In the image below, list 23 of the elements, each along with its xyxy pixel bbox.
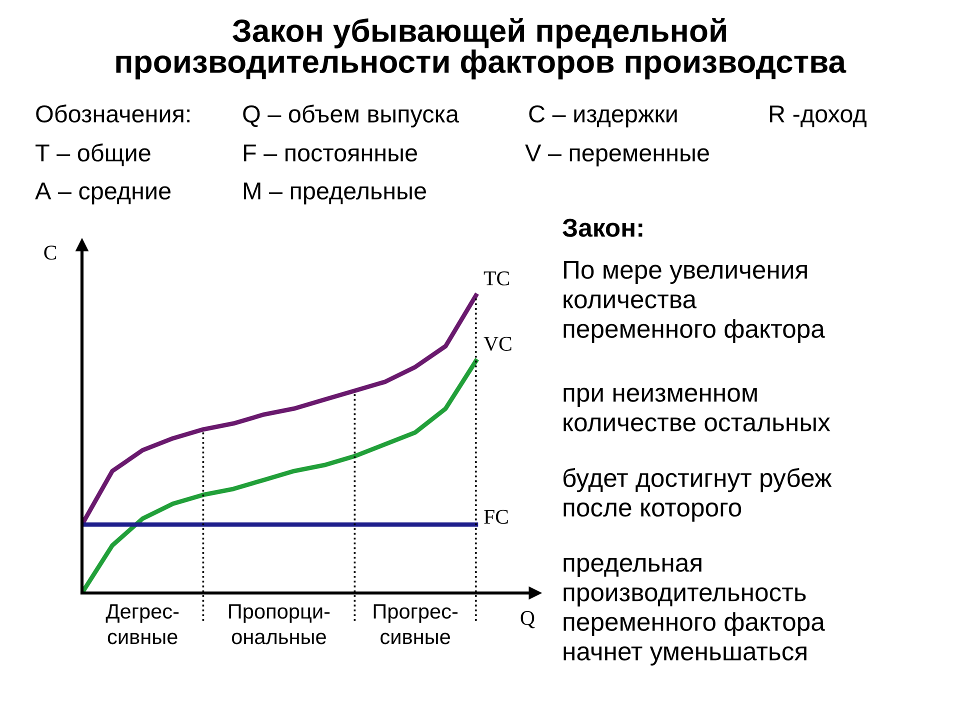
text: Обозначения: <box>36 104 190 123</box>
chart-title: Закон убывающей предельной производительности факторов производства <box>116 18 846 80</box>
text: М – предельные <box>244 182 426 204</box>
text: F – постоянные <box>244 144 417 162</box>
text: Пропорци- ональные <box>229 604 330 644</box>
text: С – издержки <box>529 105 677 128</box>
text: Прогрес- сивные <box>374 604 458 644</box>
text: при неизменном количестве остальных <box>564 388 830 432</box>
y-axis-title: C <box>44 246 56 260</box>
series-label: TC <box>484 271 509 286</box>
text: Т – общие <box>36 143 150 166</box>
series-label: VC <box>484 336 512 351</box>
series-label: FC <box>484 510 508 524</box>
text: А – средние <box>35 182 170 204</box>
x-axis-title: Q <box>520 611 535 628</box>
text: R -доход <box>770 106 866 128</box>
text: Закон: <box>562 218 642 237</box>
text: Q – объем выпуска <box>243 104 459 128</box>
text: V – переменные <box>525 144 709 166</box>
text: будет достигнут рубеж после которого <box>564 468 832 522</box>
text: предельная производительность переменного фактора начнет уменьшаться <box>564 558 825 666</box>
text: Дегрес- сивные <box>106 604 179 644</box>
text: По мере увеличения количества переменного фактора <box>564 260 825 344</box>
